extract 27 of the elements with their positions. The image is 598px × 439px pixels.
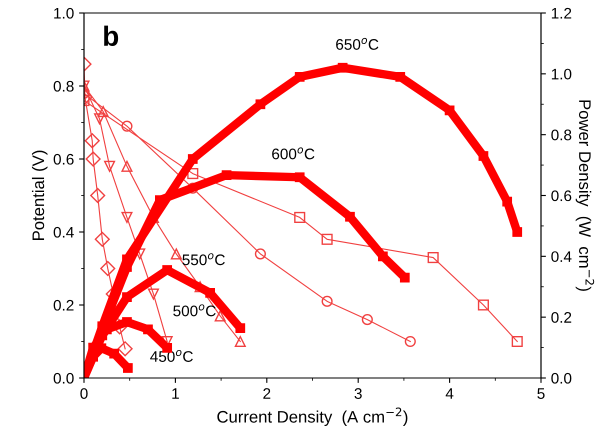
- y-tick-label: 0.4: [54, 226, 74, 238]
- y-axis-title: Potential (V): [32, 150, 48, 240]
- y-tick-label: 1.0: [54, 8, 74, 19]
- y-tick-label: 0.0: [54, 372, 74, 384]
- y-tick-label: 0.6: [54, 154, 74, 165]
- x-tick-label: 0: [80, 388, 88, 399]
- y2-tick-label: 0.8: [551, 130, 572, 140]
- x-axis-title: Current Density (A cm$^{−2}$): [217, 408, 408, 426]
- y2-tick-label: 0.6: [551, 190, 572, 202]
- x-tick-label: 3: [354, 388, 362, 399]
- annotation: b: [104, 26, 118, 46]
- annotation: 600$^{o}$C: [272, 147, 314, 160]
- annotation: 500$^{o}$C: [173, 304, 216, 316]
- x-tick-label: 5: [537, 388, 545, 399]
- y-tick-label: 0.8: [54, 80, 74, 92]
- x-tick-label: 4: [446, 388, 454, 399]
- annotation: 650$^{o}$C: [336, 38, 378, 50]
- y2-tick-label: 1.0: [552, 68, 572, 80]
- y2-axis-title: Power Density (W cm$^{−2}$): [576, 100, 594, 291]
- y2-tick-label: 1.2: [552, 8, 572, 19]
- y2-tick-label: 0.4: [551, 251, 572, 262]
- y-tick-label: 0.2: [54, 300, 74, 311]
- annotation: 550$^{o}$C: [182, 253, 225, 266]
- y2-tick-label: 0.2: [551, 312, 572, 323]
- x-tick-label: 1: [172, 388, 179, 399]
- x-tick-label: 2: [263, 388, 270, 399]
- y2-tick-label: 0.0: [551, 372, 572, 384]
